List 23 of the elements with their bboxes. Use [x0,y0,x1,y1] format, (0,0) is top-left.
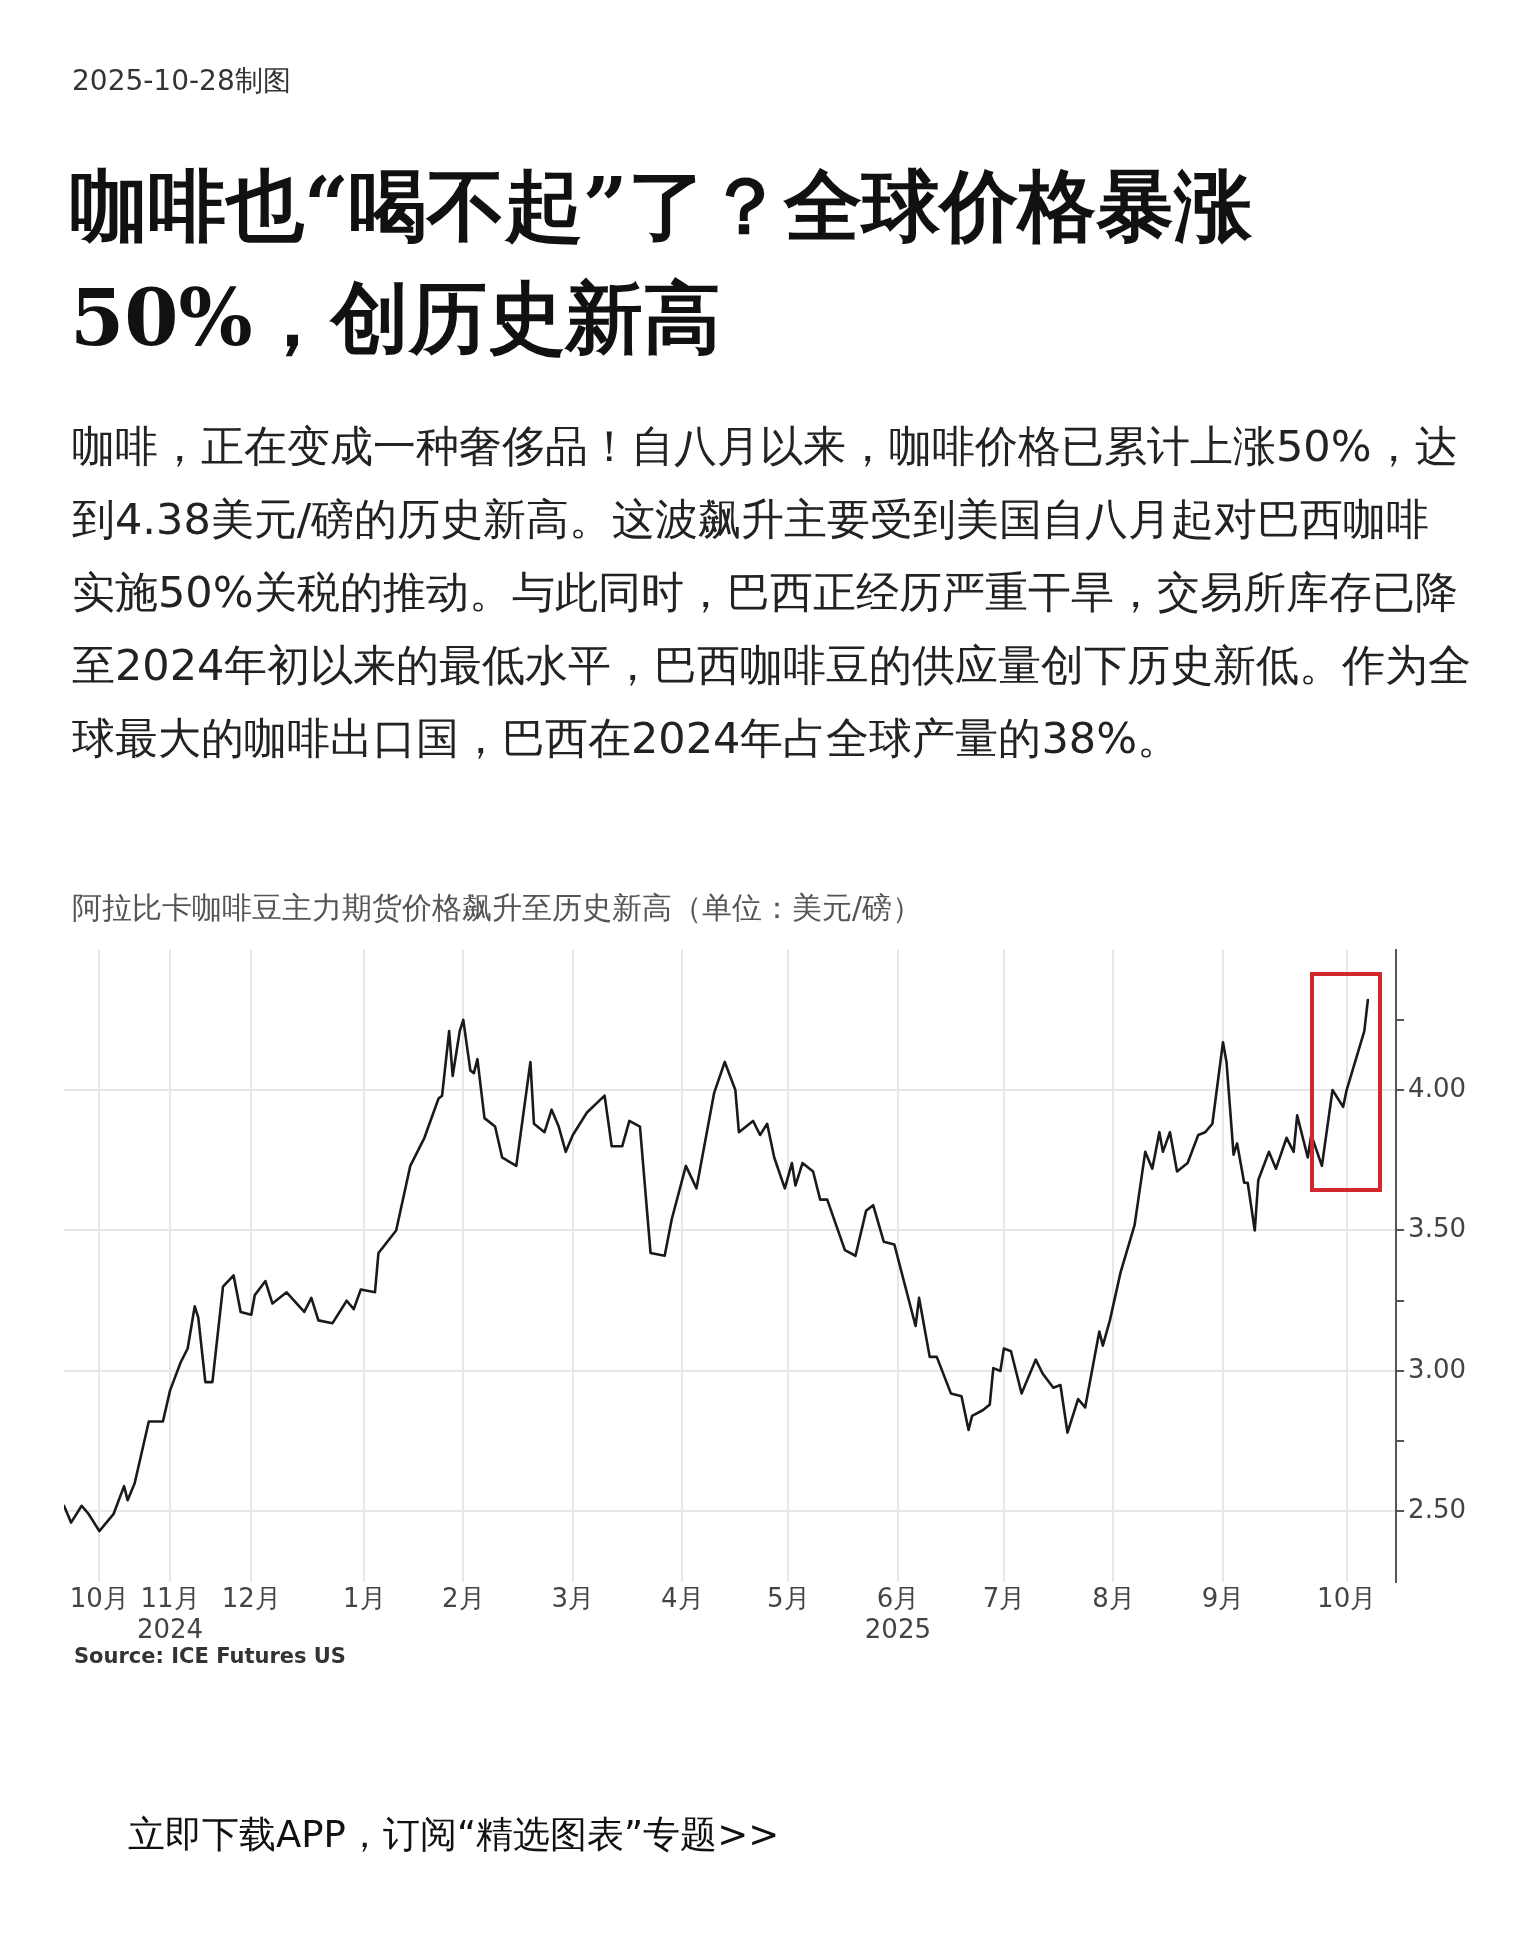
chart-title: 咖啡也“喝不起”了？全球价格暴涨50%，创历史新高 [70,159,1253,365]
x-tick-label: 12月 [221,1582,281,1613]
x-tick-label: 6月 2025 [864,1582,931,1645]
y-tick-label: 4.00 [1408,1072,1466,1103]
x-tick-label: 5月 [767,1582,810,1613]
source-note: Source: ICE Futures US [74,1644,346,1668]
x-tick-label: 9月 [1201,1582,1245,1613]
x-tick-label: 3月 [551,1582,595,1613]
x-tick-label: 4月 [661,1582,704,1613]
x-tick-label: 2月 [442,1582,485,1613]
x-tick-label: 8月 [1092,1582,1135,1613]
x-tick-label: 11月 2024 [136,1582,204,1645]
x-tick-label: 10月 [69,1582,129,1613]
text: 立即下载APP，订阅“精选图表”专题>> [128,1812,780,1858]
chart-subtitle: 咖啡，正在变成一种奢侈品！自八月以来，咖啡价格已累计上涨50%，达到4.38美元/磅的历史新高。这波飙升主要受到美国自八月起对巴西咖啡实施50%关税的推动。与此同时，巴西正经历严重干旱，交易所库存已降至2024年初以来的最低水平，巴西咖啡豆的供应量创下历史新低。作为全球最大的咖啡出口国，巴西在2024年占全球产量的38%。 [72,420,1472,765]
text: 2025-10-28制图 [72,63,291,99]
x-tick-label: 1月 [343,1582,386,1613]
x-tick-label: 7月 [982,1582,1026,1613]
y-tick-label: 3.00 [1408,1353,1466,1384]
y-tick-label: 3.50 [1408,1213,1466,1244]
text: 阿拉比卡咖啡豆主力期货价格飙升至历史新高（单位：美元/磅） [72,889,923,927]
y-tick-label: 2.50 [1408,1494,1466,1525]
x-tick-label: 10月 [1317,1582,1377,1613]
